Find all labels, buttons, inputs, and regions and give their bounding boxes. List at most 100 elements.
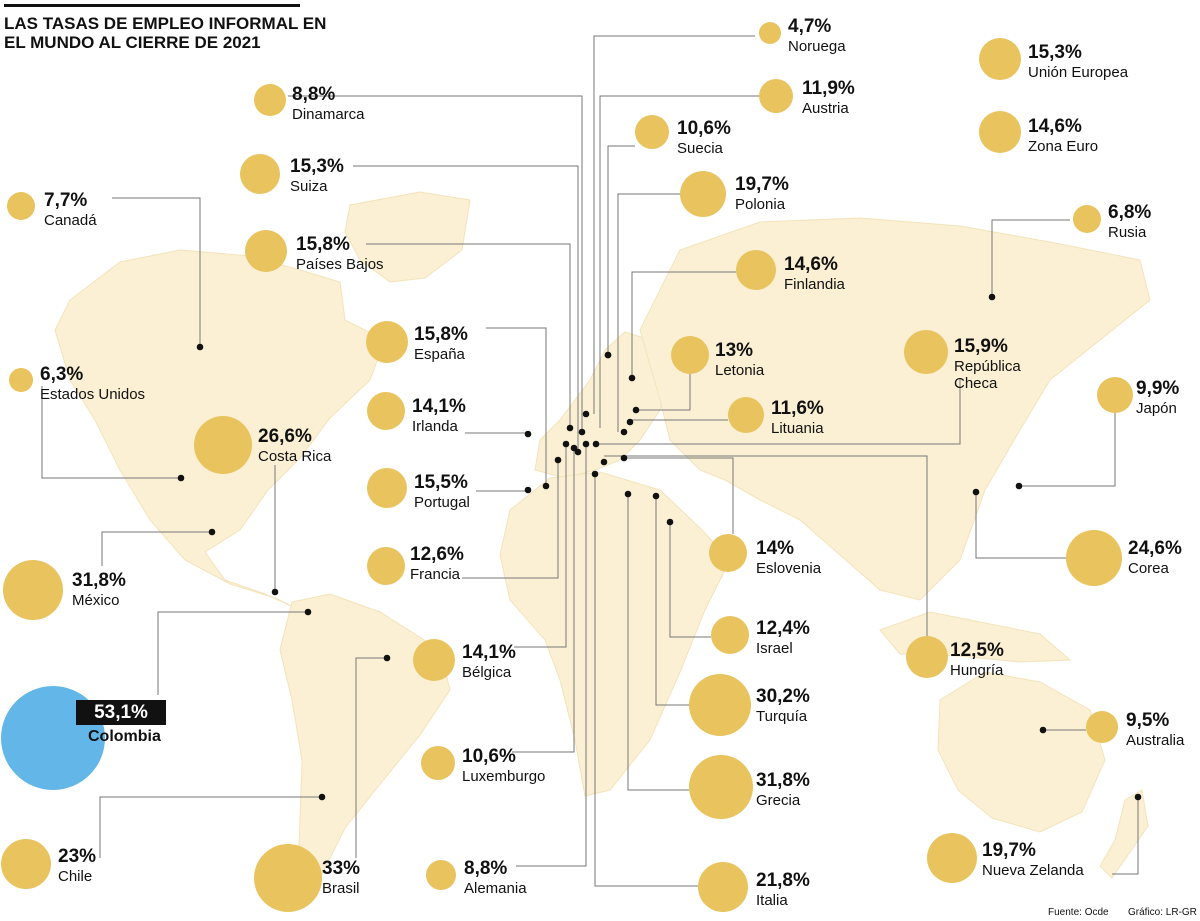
israel-bubble [711,616,749,654]
corea-name: Corea [1128,560,1169,577]
austria-value: 11,9% [802,78,855,99]
eslovenia-name: Eslovenia [756,560,822,577]
francia-location-dot [554,456,562,464]
finlandia-value: 14,6% [784,254,838,275]
luxemburgo-value: 10,6% [462,746,516,767]
nueva-zelanda-name: Nueva Zelanda [982,862,1084,879]
israel-name: Israel [756,640,793,657]
mexico-leader-line [101,531,212,566]
israel-location-dot [666,518,674,526]
eslovenia-location-dot [620,454,628,462]
highlight-country-name: Colombia [88,728,161,745]
irlanda-value: 14,1% [412,396,466,417]
suiza-name: Suiza [290,178,328,195]
francia-leader-line [462,460,559,579]
finlandia-bubble [736,250,776,290]
alemania-leader-line [516,444,587,867]
zona-euro-name: Zona Euro [1028,138,1099,155]
dinamarca-value: 8,8% [292,84,336,105]
rusia-bubble [1073,205,1101,233]
mexico-value: 31,8% [72,570,126,591]
australia-bubble [1086,711,1118,743]
hungria-name: Hungría [950,662,1004,679]
nueva-zelanda-leader-line [1112,797,1139,875]
land-masses [54,191,1151,904]
suiza-location-dot [574,448,582,456]
eslovenia-leader-line [624,457,734,534]
irlanda-location-dot [524,430,532,438]
letonia-name: Letonia [715,362,765,379]
portugal-location-dot [524,486,532,494]
source-note: Fuente: Ocde [1048,907,1109,918]
republica-checa-value: 15,9% [954,336,1008,357]
turquia-bubble [689,674,751,736]
republica-checa-leader-line [596,378,961,445]
belgica-leader-line [514,444,567,648]
rusia-location-dot [988,293,996,301]
paises-bajos-value: 15,8% [296,234,350,255]
letonia-location-dot [632,406,640,414]
turquia-value: 30,2% [756,686,810,707]
suecia-name: Suecia [677,140,723,157]
corea-location-dot [972,488,980,496]
suecia-leader-line [607,145,635,355]
noruega-value: 4,7% [788,16,832,37]
noruega-name: Noruega [788,38,846,55]
corea-value: 24,6% [1128,538,1182,559]
republica-checa-location-dot [592,440,600,448]
luxemburgo-name: Luxemburgo [462,768,546,785]
luxemburgo-leader-line [512,448,575,753]
japon-bubble [1097,377,1133,413]
chile-bubble [1,839,51,889]
brasil-name: Brasil [322,880,360,897]
israel-leader-line [669,522,711,638]
estados-unidos-bubble [9,368,33,392]
canada-value: 7,7% [44,190,88,211]
paises-bajos-leader-line [366,243,571,428]
polonia-bubble [680,171,726,217]
noruega-bubble [759,22,781,44]
hungria-bubble [906,636,948,678]
nueva-zelanda-bubble [927,833,977,883]
australia-value: 9,5% [1126,710,1170,731]
suiza-leader-line [353,165,579,452]
alemania-bubble [426,860,456,890]
costa-rica-name: Costa Rica [258,448,332,465]
alemania-value: 8,8% [464,858,508,879]
union-europea-bubble [979,38,1021,80]
italia-value: 21,8% [756,870,810,891]
australia-location-dot [1039,726,1047,734]
belgica-location-dot [562,440,570,448]
lituania-name: Lituania [771,420,824,437]
location-dots [177,293,1142,801]
espana-name: España [414,346,465,363]
new-zealand-landmass [1099,789,1149,879]
italia-bubble [698,862,748,912]
espana-leader-line [486,327,547,486]
finlandia-leader-line [631,271,736,378]
suecia-location-dot [604,351,612,359]
estados-unidos-name: Estados Unidos [40,386,146,403]
suecia-bubble [635,115,669,149]
africa-landmass [499,471,731,797]
nueva-zelanda-location-dot [1134,793,1142,801]
corea-bubble [1066,530,1122,586]
espana-location-dot [542,482,550,490]
zona-euro-value: 14,6% [1028,116,1082,137]
republica-checa-bubble [904,330,948,374]
lituania-bubble [728,397,764,433]
grecia-location-dot [624,490,632,498]
grecia-name: Grecia [756,792,801,809]
hungria-leader-line [604,455,928,636]
austria-name: Austria [802,100,849,117]
mexico-name: México [72,592,120,609]
grecia-value: 31,8% [756,770,810,791]
graphic-credit: Gráfico: LR-GR [1128,907,1197,918]
estados-unidos-value: 6,3% [40,364,84,385]
luxemburgo-bubble [421,746,455,780]
chart-title: LAS TASAS DE EMPLEO INFORMAL EN EL MUNDO… [4,14,327,52]
polonia-value: 19,7% [735,174,789,195]
finlandia-name: Finlandia [784,276,845,293]
canada-name: Canadá [44,212,97,229]
